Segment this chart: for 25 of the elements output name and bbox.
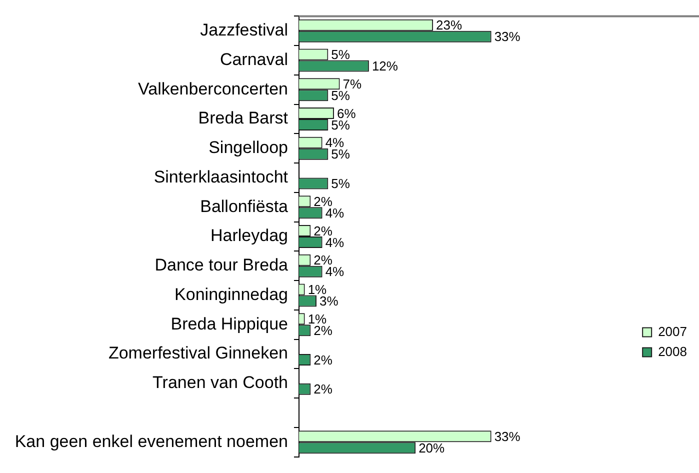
data-label: 2% bbox=[314, 382, 333, 397]
data-label: 5% bbox=[331, 176, 350, 192]
data-label: 33% bbox=[494, 428, 521, 444]
data-label: 12% bbox=[372, 58, 398, 74]
data-label: 5% bbox=[331, 47, 350, 62]
y-tick-label: Carnaval bbox=[220, 50, 288, 69]
y-tick-label: Zomerfestival Ginneken bbox=[108, 344, 288, 363]
y-tick-label: Tranen van Cooth bbox=[152, 373, 288, 392]
data-label: 2% bbox=[314, 352, 333, 368]
legend-label: 2007 bbox=[658, 324, 687, 339]
legend-label: 2008 bbox=[658, 344, 687, 359]
y-tick-label: Harleydag bbox=[210, 226, 288, 246]
y-tick-label: Jazzfestival bbox=[200, 20, 288, 40]
y-tick-label: Kan geen enkel evenement noemen bbox=[14, 432, 288, 451]
y-tick-label: Breda Barst bbox=[198, 108, 288, 128]
y-tick-label: Valkenberconcerten bbox=[138, 79, 288, 98]
y-tick-label: Singelloop bbox=[208, 138, 288, 158]
data-label: 23% bbox=[436, 18, 463, 33]
y-tick-label: Breda Hippique bbox=[170, 314, 288, 334]
y-tick-label: Koninginnedag bbox=[174, 284, 288, 304]
data-label: 33% bbox=[494, 29, 521, 44]
y-tick-label: Sinterklaasintocht bbox=[154, 167, 288, 186]
y-tick-label: Dance tour Breda bbox=[154, 256, 289, 275]
data-label: 20% bbox=[418, 440, 446, 456]
y-tick-label: Ballonfiësta bbox=[200, 196, 289, 216]
